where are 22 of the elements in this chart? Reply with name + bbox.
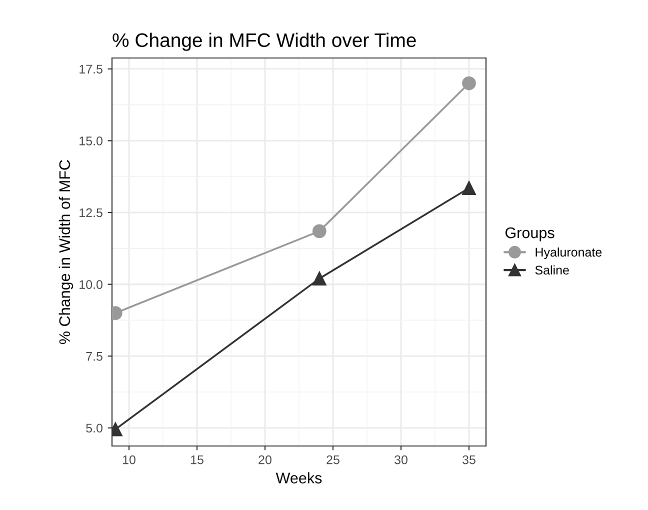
chart-title: % Change in MFC Width over Time [112, 32, 416, 51]
legend-title: Groups [506, 227, 554, 242]
point [462, 76, 476, 90]
x-tick-label: 15 [191, 455, 204, 464]
y-tick-label: 17.5 [80, 64, 102, 74]
x-tick-label: 30 [394, 455, 408, 464]
y-tick-label: 12.5 [80, 208, 102, 218]
point [312, 272, 326, 286]
x-tick-label: 25 [326, 455, 340, 464]
point [462, 181, 476, 196]
x-tick-label: 20 [258, 455, 272, 464]
y-tick-label: 7.5 [86, 352, 102, 361]
legend-label: Hyaluronate [536, 247, 602, 260]
x-tick-label: 35 [462, 455, 476, 464]
y-tick-label: 10.0 [80, 280, 102, 289]
y-axis-title: % Change in Width of MFC [58, 160, 74, 344]
x-tick-label: 10 [123, 455, 136, 464]
legend-label: Saline [535, 265, 569, 275]
y-tick-label: 5.0 [86, 424, 102, 433]
point [312, 224, 326, 238]
y-tick-label: 15.0 [80, 136, 102, 146]
x-axis-title: Weeks [276, 472, 322, 484]
